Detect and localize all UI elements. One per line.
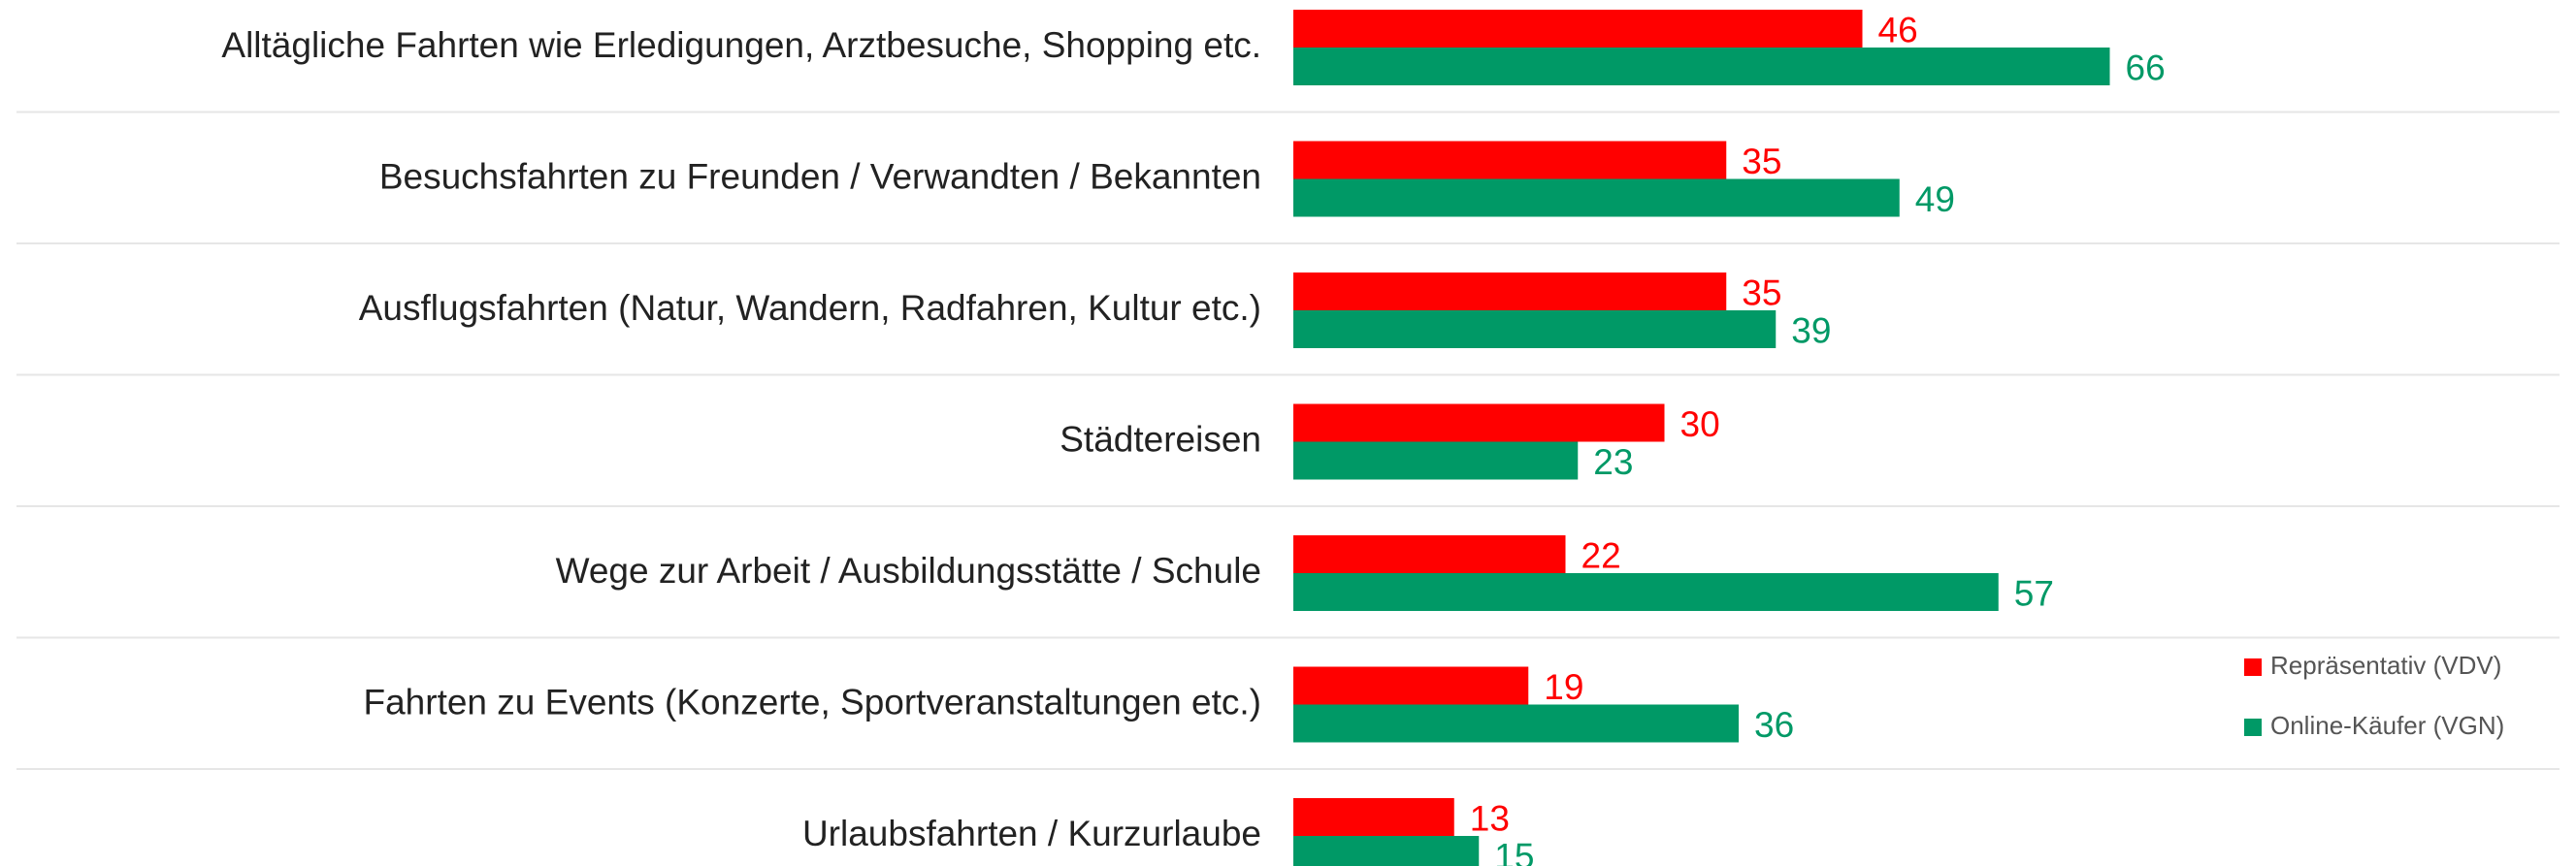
value-label: 23 bbox=[1593, 442, 1633, 482]
value-label: 46 bbox=[1878, 10, 1918, 49]
value-label: 66 bbox=[2126, 48, 2166, 87]
value-label: 30 bbox=[1680, 404, 1720, 444]
value-label: 15 bbox=[1494, 836, 1534, 866]
value-label: 13 bbox=[1470, 798, 1510, 838]
category-label: Ausflugsfahrten (Natur, Wandern, Radfahr… bbox=[359, 288, 1261, 328]
bar bbox=[1293, 535, 1566, 573]
category-label: Städtereisen bbox=[1060, 419, 1261, 459]
bar bbox=[1293, 10, 1863, 48]
bar bbox=[1293, 441, 1579, 480]
legend-swatch bbox=[2244, 719, 2262, 736]
bar bbox=[1293, 403, 1665, 442]
value-label: 35 bbox=[1742, 142, 1781, 181]
bar bbox=[1293, 666, 1529, 705]
value-label: 36 bbox=[1754, 705, 1794, 745]
value-label: 22 bbox=[1581, 535, 1621, 575]
value-label: 19 bbox=[1544, 667, 1583, 707]
bar bbox=[1293, 273, 1727, 310]
category-label: Urlaubsfahrten / Kurzurlaube bbox=[802, 814, 1261, 853]
value-label: 49 bbox=[1915, 179, 1955, 219]
category-label: Alltägliche Fahrten wie Erledigungen, Ar… bbox=[221, 25, 1261, 65]
category-label: Wege zur Arbeit / Ausbildungsstätte / Sc… bbox=[556, 551, 1261, 591]
category-label: Besuchsfahrten zu Freunden / Verwandten … bbox=[379, 156, 1261, 196]
legend-swatch bbox=[2244, 658, 2262, 676]
bar bbox=[1293, 573, 1999, 611]
bar bbox=[1293, 48, 2110, 85]
value-label: 39 bbox=[1791, 310, 1831, 350]
bar bbox=[1293, 704, 1739, 743]
bar bbox=[1293, 836, 1480, 866]
legend-label: Online-Käufer (VGN) bbox=[2270, 711, 2504, 740]
bar bbox=[1293, 310, 1777, 348]
value-label: 35 bbox=[1742, 273, 1781, 312]
value-label: 57 bbox=[2014, 573, 2054, 613]
bar bbox=[1293, 798, 1454, 836]
bar bbox=[1293, 178, 1900, 217]
category-label: Fahrten zu Events (Konzerte, Sportverans… bbox=[364, 682, 1262, 722]
legend-label: Repräsentativ (VDV) bbox=[2270, 651, 2501, 680]
bar bbox=[1293, 141, 1727, 179]
